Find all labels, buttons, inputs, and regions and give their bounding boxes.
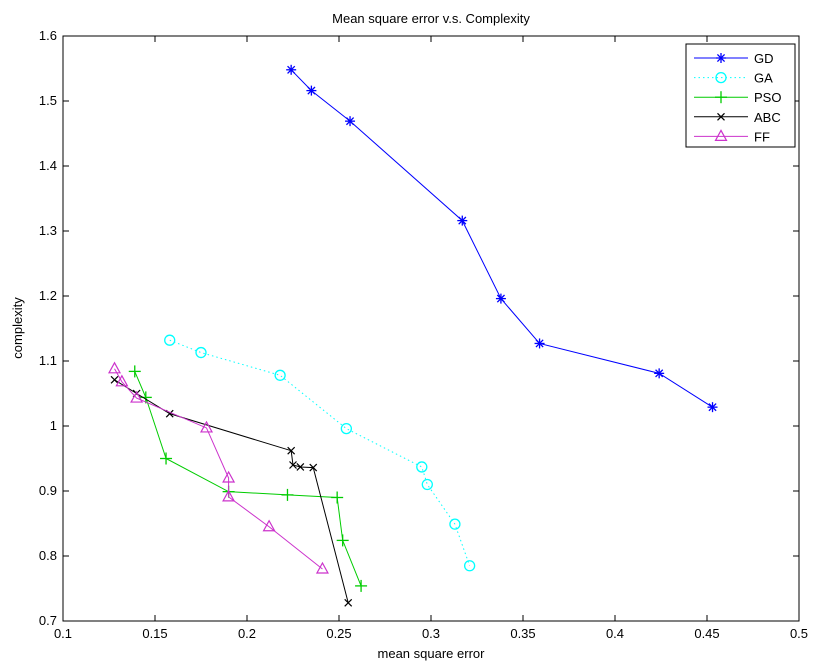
legend-label-pso: PSO	[754, 90, 781, 105]
data-point-ff	[222, 489, 236, 502]
x-tick-label: 0.35	[510, 626, 535, 641]
data-point-ga	[416, 461, 428, 473]
x-tick-label: 0.2	[238, 626, 256, 641]
data-point-gd	[707, 402, 718, 413]
legend: GD GA PSO ABC FF	[685, 43, 796, 148]
x-tick-label: 0.15	[142, 626, 167, 641]
legend-label-ff: FF	[754, 129, 770, 144]
y-tick-label: 0.7	[39, 613, 57, 628]
y-tick-label: 1.2	[39, 288, 57, 303]
legend-marker-gd	[716, 53, 726, 63]
data-point-ga	[449, 518, 461, 530]
data-point-gd	[495, 293, 506, 304]
series-ff	[108, 361, 329, 574]
y-axis: 0.7 0.8 0.9 1 1.1 1.2 1.3 1.4 1.5 1.6	[39, 28, 799, 628]
series-line-gd	[290, 69, 713, 408]
series-line-abc	[114, 379, 349, 603]
data-point-gd	[286, 64, 297, 75]
y-tick-label: 1.5	[39, 93, 57, 108]
data-point-ff	[200, 420, 214, 433]
series-line-pso	[134, 371, 362, 587]
legend-item-ga: GA	[694, 71, 773, 86]
data-point-pso	[355, 579, 368, 592]
legend-marker-abc	[717, 112, 725, 121]
x-tick-label: 0.25	[326, 626, 351, 641]
legend-marker-ff	[714, 129, 728, 141]
data-point-abc	[296, 463, 305, 471]
data-point-abc	[344, 598, 353, 607]
data-point-ga	[340, 422, 353, 435]
data-point-pso	[160, 452, 173, 465]
data-point-pso	[331, 491, 344, 504]
x-tick-label: 0.45	[694, 626, 719, 641]
series-gd	[286, 64, 718, 413]
y-tick-label: 1.3	[39, 223, 57, 238]
x-tick-label: 0.3	[422, 626, 440, 641]
legend-item-gd: GD	[694, 51, 774, 66]
data-point-gd	[534, 338, 545, 349]
x-axis: 0.1 0.15 0.2 0.25 0.3 0.35 0.4 0.45 0.5	[54, 36, 808, 641]
series-line-ff	[114, 368, 323, 570]
legend-label-ga: GA	[754, 71, 773, 86]
data-point-ga	[463, 560, 476, 572]
data-point-ga	[195, 346, 207, 359]
y-tick-label: 1.4	[39, 158, 57, 173]
legend-box	[685, 43, 796, 148]
data-point-abc	[309, 463, 318, 472]
y-tick-label: 0.9	[39, 483, 57, 498]
legend-marker-pso	[715, 91, 727, 104]
data-point-gd	[654, 368, 665, 379]
legend-label-gd: GD	[754, 51, 774, 66]
series-ga	[164, 334, 476, 572]
y-tick-label: 1.1	[39, 353, 57, 368]
x-tick-label: 0.5	[790, 626, 808, 641]
data-point-gd	[306, 85, 317, 96]
data-point-pso	[336, 534, 349, 547]
data-point-pso	[139, 391, 152, 404]
series-layer	[108, 64, 718, 607]
y-tick-label: 0.8	[39, 548, 57, 563]
data-point-ff	[262, 519, 276, 532]
data-point-ff	[130, 390, 144, 403]
data-point-ga	[164, 334, 176, 346]
data-point-abc	[287, 446, 296, 455]
legend-marker-ga	[715, 71, 727, 84]
legend-label-abc: ABC	[754, 110, 781, 125]
data-point-ga	[274, 369, 286, 381]
x-tick-label: 0.4	[606, 626, 624, 641]
y-tick-label: 1.6	[39, 28, 57, 43]
data-point-gd	[345, 116, 356, 127]
legend-item-ff: FF	[694, 129, 770, 144]
data-point-pso	[281, 488, 294, 501]
chart-title: Mean square error v.s. Complexity	[332, 11, 530, 26]
data-point-gd	[457, 215, 468, 226]
legend-item-pso: PSO	[694, 90, 781, 105]
data-point-pso	[128, 365, 141, 378]
plot-area	[62, 35, 800, 622]
data-point-abc	[110, 375, 119, 384]
x-tick-label: 0.1	[54, 626, 72, 641]
data-point-ff	[115, 374, 129, 387]
data-point-abc	[289, 461, 297, 469]
series-pso	[128, 365, 368, 592]
y-tick-label: 1	[50, 418, 57, 433]
series-line-ga	[169, 339, 471, 566]
y-axis-title: complexity	[10, 297, 25, 359]
data-point-ff	[315, 561, 329, 574]
data-point-ff	[108, 361, 122, 374]
data-point-ga	[421, 478, 433, 491]
data-point-ff	[222, 470, 236, 483]
legend-item-abc: ABC	[694, 110, 781, 125]
x-axis-title: mean square error	[378, 646, 486, 661]
